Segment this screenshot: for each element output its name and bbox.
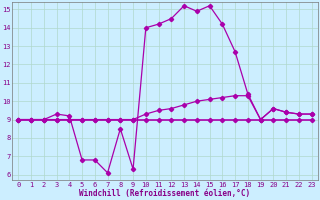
X-axis label: Windchill (Refroidissement éolien,°C): Windchill (Refroidissement éolien,°C) bbox=[79, 189, 251, 198]
